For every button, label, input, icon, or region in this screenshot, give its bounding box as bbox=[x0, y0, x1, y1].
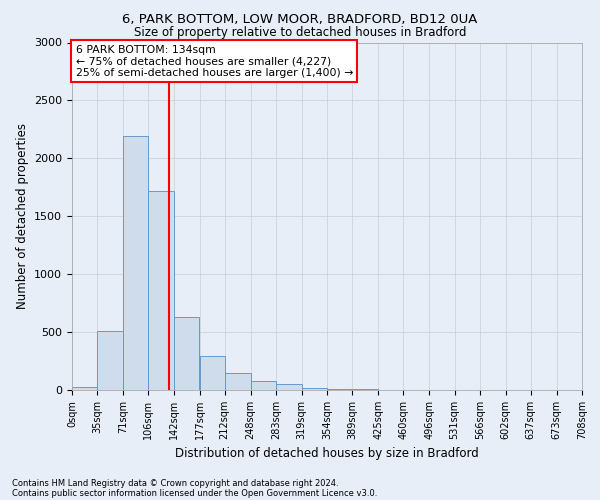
Bar bbox=[72, 386, 97, 390]
X-axis label: Distribution of detached houses by size in Bradford: Distribution of detached houses by size … bbox=[175, 448, 479, 460]
Bar bbox=[302, 388, 327, 390]
Bar bbox=[123, 136, 148, 390]
Bar bbox=[174, 317, 199, 390]
Text: Contains HM Land Registry data © Crown copyright and database right 2024.: Contains HM Land Registry data © Crown c… bbox=[12, 478, 338, 488]
Bar bbox=[97, 331, 123, 390]
Bar bbox=[148, 191, 174, 390]
Bar bbox=[251, 380, 276, 390]
Text: Size of property relative to detached houses in Bradford: Size of property relative to detached ho… bbox=[134, 26, 466, 39]
Text: 6, PARK BOTTOM, LOW MOOR, BRADFORD, BD12 0UA: 6, PARK BOTTOM, LOW MOOR, BRADFORD, BD12… bbox=[122, 12, 478, 26]
Text: Contains public sector information licensed under the Open Government Licence v3: Contains public sector information licen… bbox=[12, 488, 377, 498]
Text: 6 PARK BOTTOM: 134sqm
← 75% of detached houses are smaller (4,227)
25% of semi-d: 6 PARK BOTTOM: 134sqm ← 75% of detached … bbox=[76, 45, 353, 78]
Bar bbox=[199, 356, 225, 390]
Bar bbox=[276, 384, 302, 390]
Bar bbox=[225, 373, 251, 390]
Y-axis label: Number of detached properties: Number of detached properties bbox=[16, 123, 29, 309]
Bar bbox=[327, 389, 352, 390]
